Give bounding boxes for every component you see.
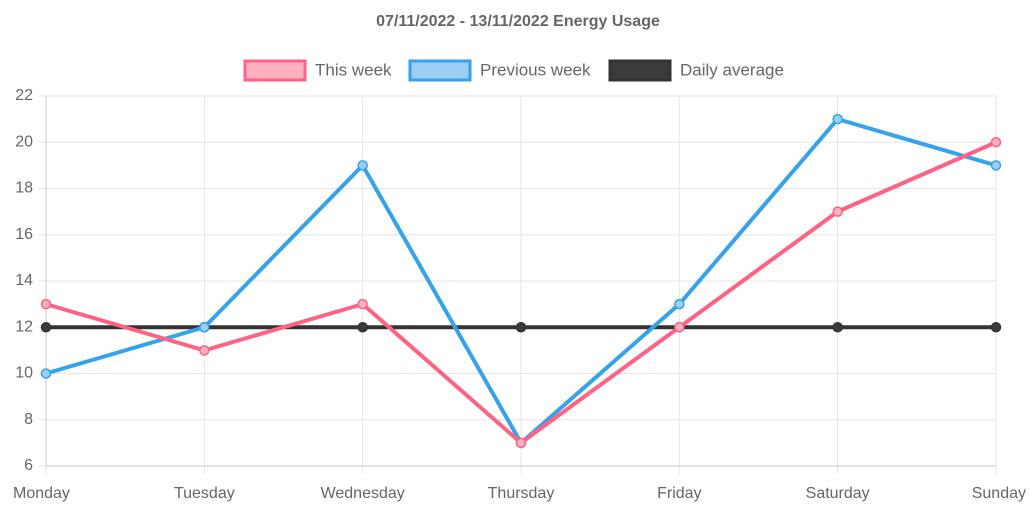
legend-swatch: [243, 59, 307, 82]
x-tick-label: Thursday: [488, 485, 555, 502]
x-tick-label: Friday: [657, 485, 701, 502]
y-tick-label: 16: [15, 226, 33, 243]
y-axis: 6 8 10 12 14 16 18 20 22: [15, 87, 33, 474]
series-layer: [40, 113, 1002, 449]
series-daily-average: [40, 322, 1002, 333]
y-tick-label: 14: [15, 272, 33, 289]
data-point-previous-week[interactable]: [40, 368, 52, 379]
x-tick-label: Saturday: [806, 485, 870, 502]
x-tick-label: Monday: [13, 485, 70, 502]
data-point-previous-week[interactable]: [990, 160, 1002, 171]
data-point-daily-average[interactable]: [357, 322, 368, 333]
y-tick-label: 22: [15, 87, 33, 104]
y-tick-label: 8: [24, 411, 33, 428]
data-point-daily-average[interactable]: [990, 322, 1002, 333]
data-point-previous-week[interactable]: [199, 322, 210, 333]
data-point-this-week[interactable]: [990, 137, 1002, 148]
legend-label: Previous week: [480, 60, 591, 79]
legend-item-this-week[interactable]: This week: [243, 59, 392, 82]
legend-item-daily-average[interactable]: Daily average: [608, 59, 784, 82]
y-tick-label: 6: [24, 457, 33, 474]
data-point-previous-week[interactable]: [674, 298, 685, 310]
y-tick-label: 20: [15, 133, 33, 150]
data-point-daily-average[interactable]: [832, 322, 843, 333]
data-point-this-week[interactable]: [40, 298, 52, 310]
y-tick-label: 12: [15, 318, 33, 335]
x-axis: Monday Tuesday Wednesday Thursday Friday Satu…: [13, 485, 1026, 502]
legend-label: Daily average: [680, 60, 784, 79]
x-tick-label: Sunday: [972, 485, 1026, 502]
data-point-daily-average[interactable]: [40, 322, 52, 333]
data-point-this-week[interactable]: [515, 437, 527, 449]
data-point-this-week[interactable]: [199, 345, 210, 356]
data-point-previous-week[interactable]: [832, 113, 843, 125]
data-point-this-week[interactable]: [832, 206, 843, 217]
legend-swatch: [408, 59, 472, 82]
legend-item-previous-week[interactable]: Previous week: [408, 59, 591, 82]
y-tick-label: 10: [15, 365, 33, 382]
chart-title: 07/11/2022 - 13/11/2022 Energy Usage: [376, 13, 660, 30]
x-tick-label: Wednesday: [321, 485, 405, 502]
data-point-daily-average[interactable]: [515, 322, 527, 333]
legend-swatch: [608, 59, 672, 82]
legend-label: This week: [315, 60, 392, 79]
data-point-previous-week[interactable]: [357, 160, 368, 171]
series-this-week: [40, 137, 1002, 449]
y-tick-label: 18: [15, 180, 33, 197]
legend: This week Previous week Daily average: [243, 59, 784, 82]
data-point-this-week[interactable]: [674, 322, 685, 333]
x-tick-label: Tuesday: [174, 485, 235, 502]
grid: [38, 95, 997, 474]
data-point-this-week[interactable]: [357, 298, 368, 310]
